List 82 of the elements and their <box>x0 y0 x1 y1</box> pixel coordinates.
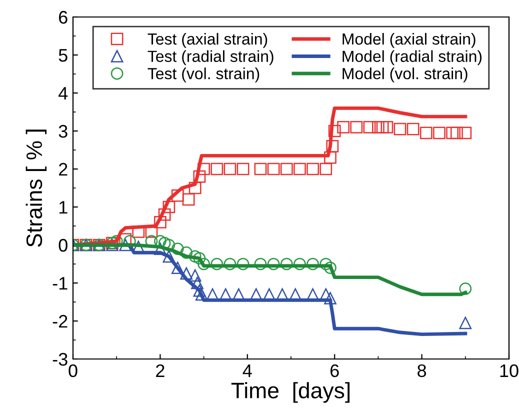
point <box>158 208 171 221</box>
point <box>459 282 472 295</box>
point <box>188 182 202 194</box>
point <box>320 288 332 301</box>
point <box>236 162 250 176</box>
point <box>328 124 341 138</box>
point <box>254 258 267 270</box>
point <box>162 250 176 263</box>
point <box>350 121 363 134</box>
point <box>224 162 236 176</box>
point <box>326 140 339 152</box>
point <box>433 126 446 140</box>
point <box>324 151 336 164</box>
point <box>188 269 202 282</box>
y-tick-label: -1 <box>52 277 68 290</box>
point <box>193 284 206 297</box>
point <box>171 262 184 274</box>
x-axis-title: Time [days] <box>231 382 350 403</box>
point <box>188 250 202 263</box>
point <box>306 258 319 270</box>
point <box>446 126 458 140</box>
legend-label: Test (axial strain) <box>148 32 268 48</box>
point <box>337 121 350 134</box>
point <box>363 121 376 134</box>
y-tick-label: 3 <box>58 124 68 138</box>
point <box>182 193 195 206</box>
legend-label: Model (vol. strain) <box>342 68 468 82</box>
point <box>459 126 472 140</box>
point <box>171 242 184 255</box>
point <box>280 258 293 270</box>
y-axis-title: Strains [ % ] <box>26 130 47 247</box>
legend-label: Model (radial strain) <box>342 50 482 66</box>
point <box>236 258 250 270</box>
point <box>224 258 236 270</box>
point <box>320 162 332 176</box>
point <box>380 121 394 134</box>
point <box>294 162 306 176</box>
point <box>193 252 206 264</box>
point <box>406 122 420 136</box>
point <box>191 276 204 290</box>
y-tick-label: 4 <box>58 87 68 100</box>
y-tick-label: 6 <box>59 10 68 24</box>
point <box>210 162 224 176</box>
y-tick-label: -3 <box>52 352 68 366</box>
point <box>324 292 336 304</box>
point <box>420 126 432 140</box>
point <box>324 262 336 274</box>
point <box>180 246 193 259</box>
point <box>210 258 224 270</box>
point <box>267 258 280 270</box>
point <box>254 162 267 176</box>
point <box>280 162 293 176</box>
point <box>198 258 210 270</box>
point <box>394 122 406 136</box>
legend-label: Test (vol. strain) <box>148 68 260 82</box>
point <box>171 189 184 202</box>
point <box>306 162 319 176</box>
y-tick-label: 0 <box>58 238 68 252</box>
y-tick-label: 1 <box>59 201 68 214</box>
x-tick-label: 6 <box>330 364 339 378</box>
point <box>119 238 132 252</box>
point <box>145 226 158 238</box>
point <box>320 258 332 270</box>
point <box>154 216 166 228</box>
point <box>180 267 193 280</box>
point <box>198 162 210 176</box>
x-tick-label: 4 <box>242 364 252 377</box>
x-tick-label: 10 <box>500 364 518 378</box>
legend-label: Test (radial strain) <box>148 50 274 66</box>
point <box>162 200 176 214</box>
y-tick-label: 5 <box>58 49 68 62</box>
legend-label: Model (axial strain) <box>342 32 476 48</box>
point <box>267 162 280 176</box>
point <box>459 316 472 330</box>
x-tick-label: 0 <box>68 364 78 378</box>
point <box>376 121 389 134</box>
y-tick-label: -2 <box>52 314 68 328</box>
x-tick-label: 8 <box>418 364 426 378</box>
point <box>193 170 206 183</box>
y-tick-label: 2 <box>59 162 68 176</box>
x-tick-label: 2 <box>156 364 164 377</box>
point <box>294 258 306 270</box>
